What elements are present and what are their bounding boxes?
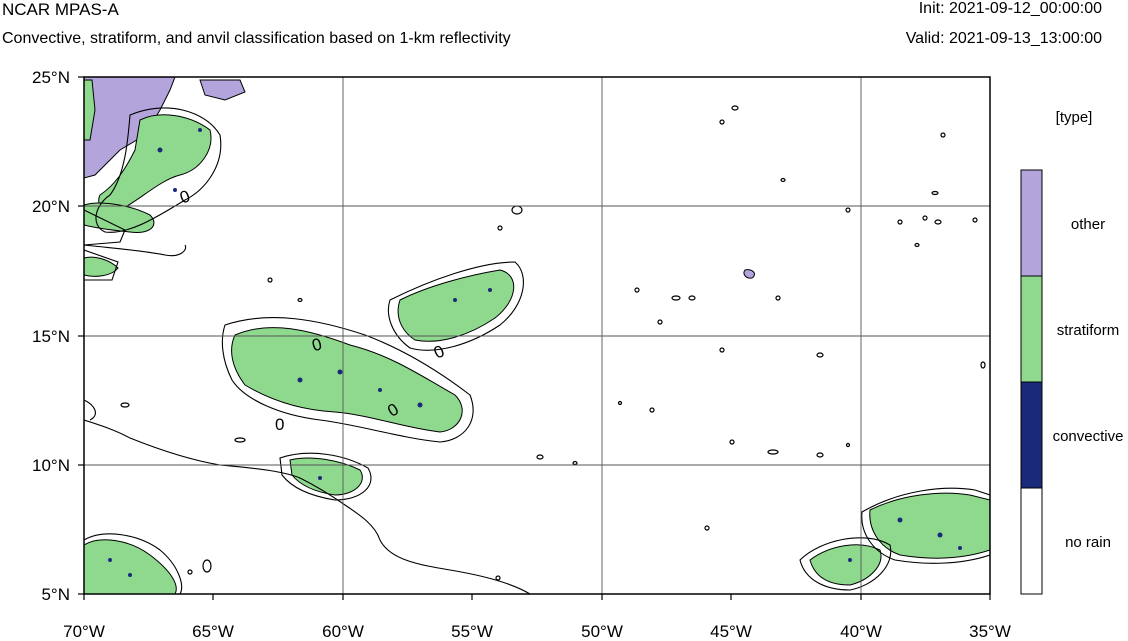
- legend-swatch-convective: [1020, 381, 1043, 489]
- valid-time: Valid: 2021-09-13_13:00:00: [905, 30, 1102, 47]
- map-panel: 0 0 0 0 0: [84, 77, 990, 594]
- coastlines: [84, 244, 531, 594]
- y-tick-labels: 25°N 20°N 15°N 10°N 5°N: [32, 68, 70, 604]
- map-subtitle: Convective, stratiform, and anvil classi…: [2, 30, 511, 47]
- x-tick-label: 40°W: [840, 622, 882, 641]
- x-tick-label: 70°W: [63, 622, 105, 641]
- y-tick-label: 10°N: [32, 456, 70, 475]
- graticule: [84, 77, 990, 594]
- map-title: NCAR MPAS-A: [2, 0, 119, 19]
- scattered-cells: [120, 105, 986, 581]
- x-tick-label: 35°W: [969, 622, 1011, 641]
- tick-marks: [78, 76, 991, 600]
- x-tick-labels: 70°W 65°W 60°W 55°W 50°W 45°W 40°W 35°W: [63, 622, 1011, 641]
- legend-label-no-rain: no rain: [1065, 534, 1111, 551]
- x-tick-label: 65°W: [192, 622, 234, 641]
- legend-title: [type]: [1056, 109, 1093, 126]
- y-tick-label: 15°N: [32, 327, 70, 346]
- reflectivity-contours: [84, 107, 990, 594]
- x-tick-label: 55°W: [451, 622, 493, 641]
- convective-cores: [108, 128, 962, 577]
- legend-swatch-no-rain: [1020, 487, 1043, 595]
- legend-swatch-stratiform: [1020, 275, 1043, 383]
- x-tick-label: 45°W: [710, 622, 752, 641]
- y-tick-label: 20°N: [32, 197, 70, 216]
- stratiform-precip-areas: [84, 79, 990, 594]
- legend-swatch-other: [1020, 169, 1043, 277]
- legend-label-convective: convective: [1053, 428, 1124, 445]
- x-tick-label: 60°W: [322, 622, 364, 641]
- y-tick-label: 5°N: [41, 585, 70, 604]
- contour-label: 0: [275, 415, 284, 434]
- x-tick-label: 50°W: [581, 622, 623, 641]
- legend-label-stratiform: stratiform: [1057, 322, 1120, 339]
- legend: [type] other stratiform convective no ra…: [1020, 109, 1124, 595]
- other-precip-areas: [84, 77, 755, 326]
- legend-label-other: other: [1071, 216, 1105, 233]
- init-time: Init: 2021-09-12_00:00:00: [918, 0, 1102, 17]
- y-tick-label: 25°N: [32, 68, 70, 87]
